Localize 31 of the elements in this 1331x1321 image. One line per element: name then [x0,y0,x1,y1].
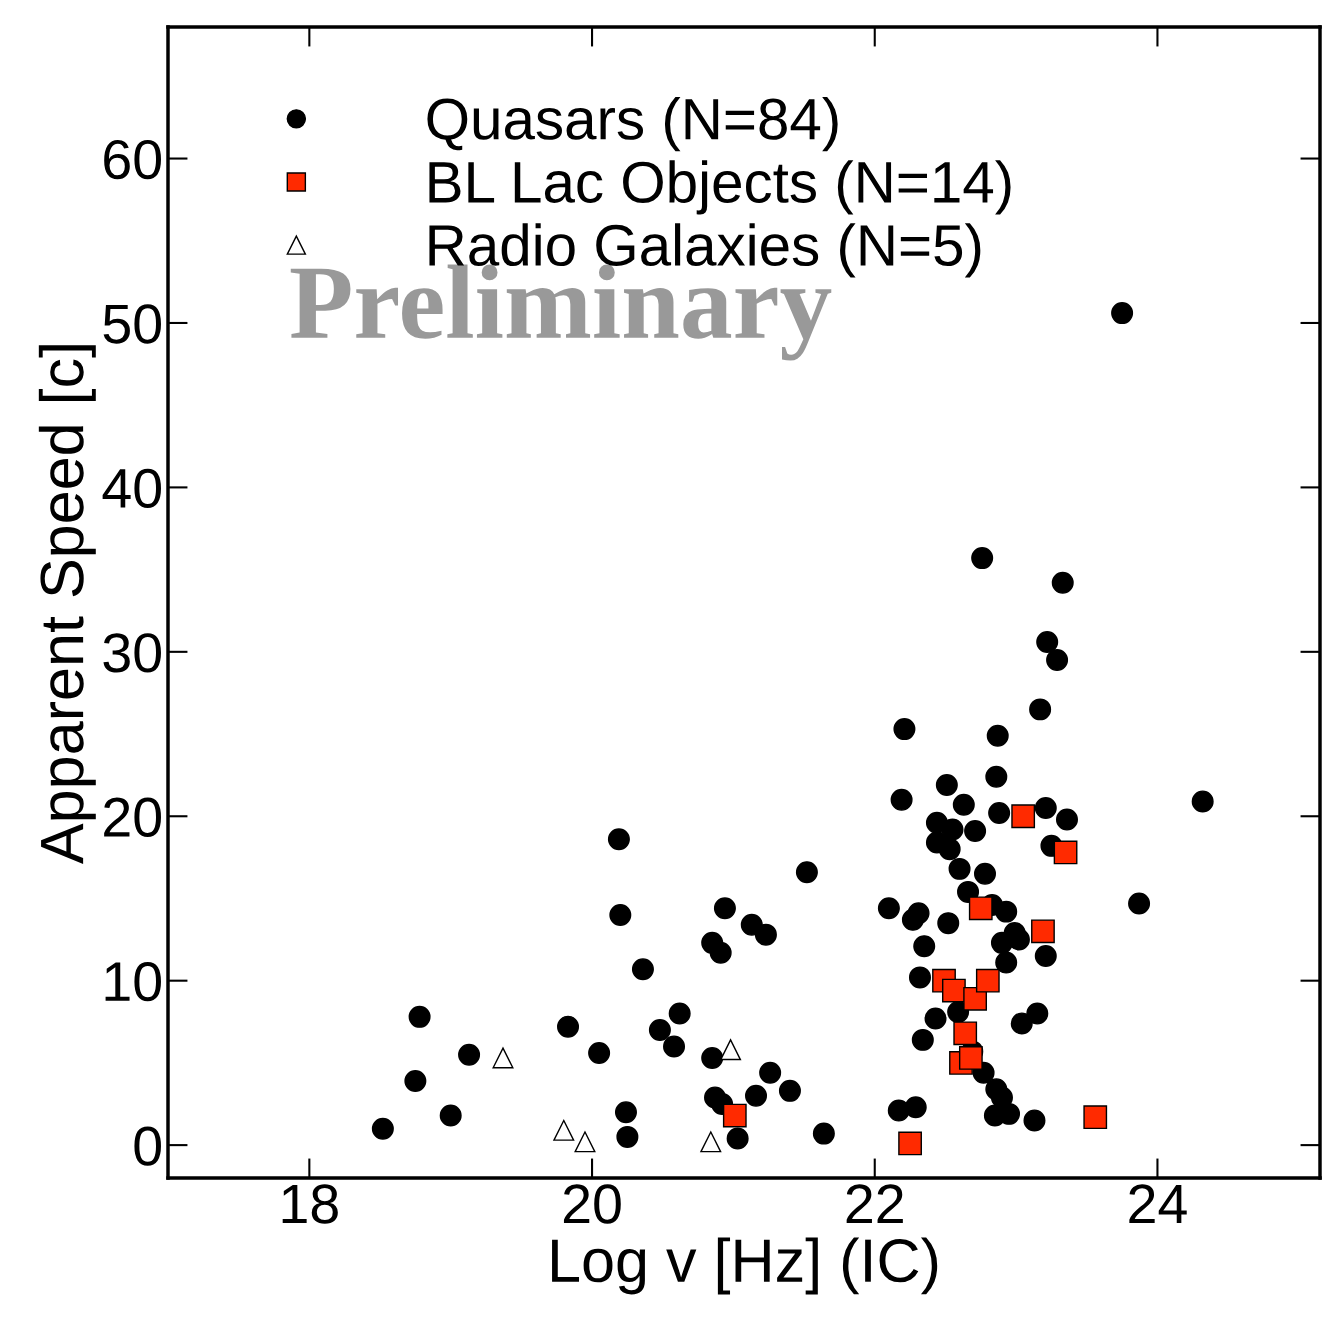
x-tick-label: 22 [846,1184,903,1224]
y-tick-label: 30 [103,633,161,673]
point [1083,1105,1108,1130]
point [1011,804,1036,829]
legend-label: Quasars (N=84) [427,97,838,152]
y-tick-label: 40 [102,468,161,509]
x-tick-label: 18 [282,1184,338,1224]
y-tick-label: 60 [104,139,161,180]
point [898,1131,922,1156]
point [574,1131,596,1153]
point [958,1046,983,1070]
x-axis-title: Log v [Hz] (IC) [552,1237,938,1295]
point [553,1119,575,1141]
y-tick-label: 0 [134,1126,161,1166]
point [968,896,993,921]
point [700,1131,722,1153]
y-tick-label: 20 [104,797,161,837]
point [975,968,1000,993]
point [720,1039,742,1061]
y-tick-label: 50 [103,304,161,344]
x-tick-label: 20 [563,1184,621,1224]
point [722,1103,747,1128]
point [942,978,966,1003]
legend-label: BL Lac Objects (N=14) [429,160,1011,215]
y-tick-label: 10 [105,962,161,1002]
point [492,1047,514,1069]
point [1031,919,1055,944]
x-tick-label: 24 [1129,1184,1187,1224]
point [953,1021,978,1046]
y-axis-title: Apparent Speed [c] [38,345,96,864]
point [1053,840,1078,865]
